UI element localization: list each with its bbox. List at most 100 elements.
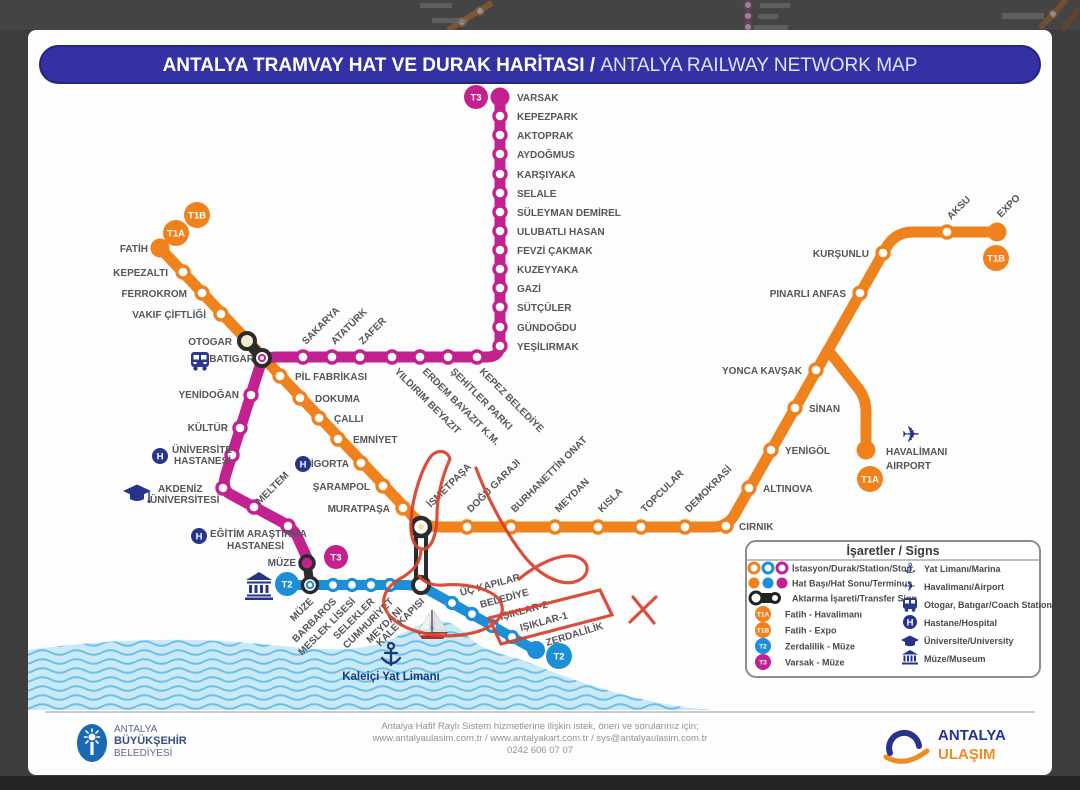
station-label: AIRPORT	[886, 461, 931, 472]
municipality-name: ANTALYA	[114, 724, 158, 735]
airplane-icon: ✈	[902, 423, 920, 448]
svg-text:H: H	[196, 532, 203, 543]
legend-item: Fatih - Expo	[785, 626, 837, 636]
bottom-bar	[0, 776, 1080, 790]
legend-item: Fatih - Havalimanı	[785, 610, 862, 620]
badge-t2-muze: T2	[275, 572, 299, 596]
university-icon	[123, 484, 151, 503]
legend-item: Otogar, Batıgar/Coach Station	[924, 600, 1052, 610]
hospital-icon: H	[191, 528, 207, 544]
svg-text:T1A: T1A	[861, 475, 879, 486]
station-label: SELALE	[517, 189, 557, 200]
svg-text:T1B: T1B	[188, 211, 206, 222]
station-label: KEPEZALTI	[113, 268, 168, 279]
legend-item: Üniversite/University	[924, 636, 1014, 646]
svg-text:H: H	[907, 618, 914, 629]
svg-text:T2: T2	[281, 580, 292, 591]
svg-text:H: H	[300, 460, 307, 471]
dimmed-background-map-strip	[0, 0, 1080, 33]
station-label: AKTOPRAK	[517, 131, 574, 142]
svg-text:T1B: T1B	[987, 254, 1005, 265]
station-label: ÜNİVERSİTE	[172, 443, 232, 456]
municipality-logo	[77, 724, 107, 762]
legend-item: İstasyon/Durak/Station/Stop	[792, 564, 913, 574]
annotation-loop-uc-kapilar	[474, 466, 589, 585]
station-label: FERROKROM	[121, 289, 187, 300]
museum-icon	[902, 650, 918, 665]
station-label: GAZİ	[517, 282, 541, 295]
station-label: FATİH	[120, 242, 148, 255]
t1-station-markers	[150, 222, 1007, 535]
station-label: KÜLTÜR	[188, 421, 229, 434]
transfer-batigar	[252, 348, 272, 368]
station-label: SÜLEYMAN DEMİREL	[517, 206, 621, 219]
station-label: FEVZİ ÇAKMAK	[517, 244, 593, 257]
map-icons: H H H ✈ Kaleiçi Yat Limanı	[123, 352, 920, 683]
badge-t1b-expo: T1B	[983, 245, 1009, 271]
badge-t2-zerdalilik: T2	[546, 643, 572, 669]
station-label: YEŞİLIRMAK	[517, 340, 579, 353]
legend-terminus-icons	[748, 577, 788, 589]
ulasim-logo	[883, 729, 930, 764]
legend-item: Havalimanı/Airport	[924, 582, 1004, 592]
svg-text:H: H	[157, 452, 164, 463]
terminus-zerdalilik	[527, 641, 545, 659]
station-label: MURATPAŞA	[328, 504, 390, 515]
legend-item: Müze/Museum	[924, 654, 986, 664]
footer-contact-links[interactable]: www.antalyaulasim.com.tr / www.antalyaka…	[372, 733, 708, 744]
legend-badge-t1b: T1B	[755, 622, 771, 638]
station-label: AYDOĞMUS	[517, 148, 575, 161]
station-label: ALTINOVA	[763, 484, 813, 495]
airplane-icon: ✈	[904, 579, 916, 595]
station-label: GÜNDOĞDU	[517, 321, 576, 334]
municipality-name: BELEDİYESİ	[114, 746, 172, 759]
legend-transfer-icon	[748, 590, 781, 606]
legend-item: Aktarma İşareti/Transfer Sign	[792, 594, 917, 604]
station-label: PİL FABRİKASI	[295, 370, 367, 383]
legend-title: İşaretler / Signs	[846, 543, 939, 558]
hospital-icon: H	[903, 615, 917, 629]
bus-icon	[903, 598, 917, 612]
footer-phone: 0242 606 07 07	[507, 745, 573, 756]
station-label: KUZEYYAKA	[517, 265, 578, 276]
svg-text:T1A: T1A	[167, 229, 185, 240]
station-label: KARŞIYAKA	[517, 170, 576, 181]
terminus-varsak	[490, 87, 510, 107]
legend-item: Hastane/Hospital	[924, 618, 997, 628]
bus-icon	[191, 352, 209, 371]
anchor-icon: ⚓	[904, 561, 917, 577]
svg-text:T1A: T1A	[757, 612, 770, 619]
svg-text:T1B: T1B	[757, 628, 770, 635]
legend-item: Hat Başı/Hat Sonu/Terminus	[792, 579, 912, 589]
legend-item: Yat Limanı/Marina	[924, 564, 1002, 574]
university-icon	[901, 635, 919, 647]
station-label: HASTANESİ	[227, 539, 284, 552]
station-label: AKDENİZ	[158, 482, 202, 495]
station-label: YENİDOĞAN	[178, 388, 239, 401]
svg-text:T3: T3	[470, 93, 481, 104]
station-label: OTOGAR	[188, 337, 232, 348]
svg-text:T2: T2	[759, 644, 767, 651]
station-label: HASTANESİ	[174, 454, 231, 467]
legend-badge-t2: T2	[755, 638, 771, 654]
legend: İşaretler / Signs İstasyon/Durak/Station…	[745, 540, 1052, 678]
transfer-muze-t2	[300, 575, 320, 595]
t3-station-markers	[215, 87, 510, 534]
annotation-circle-ismetpasa	[409, 449, 452, 551]
station-label: HAVALİMANI	[886, 445, 948, 458]
terminus-muze-t3	[298, 554, 316, 572]
museum-icon	[245, 572, 273, 600]
station-label: VARSAK	[517, 93, 559, 104]
station-label: EĞİTİM ARAŞTIRMA	[210, 527, 307, 540]
legend-badge-t1a: T1A	[755, 606, 771, 622]
footer: ANTALYA BÜYÜKŞEHİR BELEDİYESİ Antalya Ha…	[45, 711, 1035, 764]
brand-name: ULAŞIM	[938, 746, 996, 763]
hand-drawn-annotations	[382, 449, 658, 646]
badge-t1a-fatih: T1A	[163, 220, 189, 246]
svg-text:T3: T3	[759, 660, 767, 667]
station-label: CIRNIK	[739, 522, 774, 533]
station-label: YENİGÖL	[785, 444, 830, 457]
hospital-icon: H	[152, 448, 168, 464]
legend-item: Zerdalilik - Müze	[785, 642, 855, 652]
